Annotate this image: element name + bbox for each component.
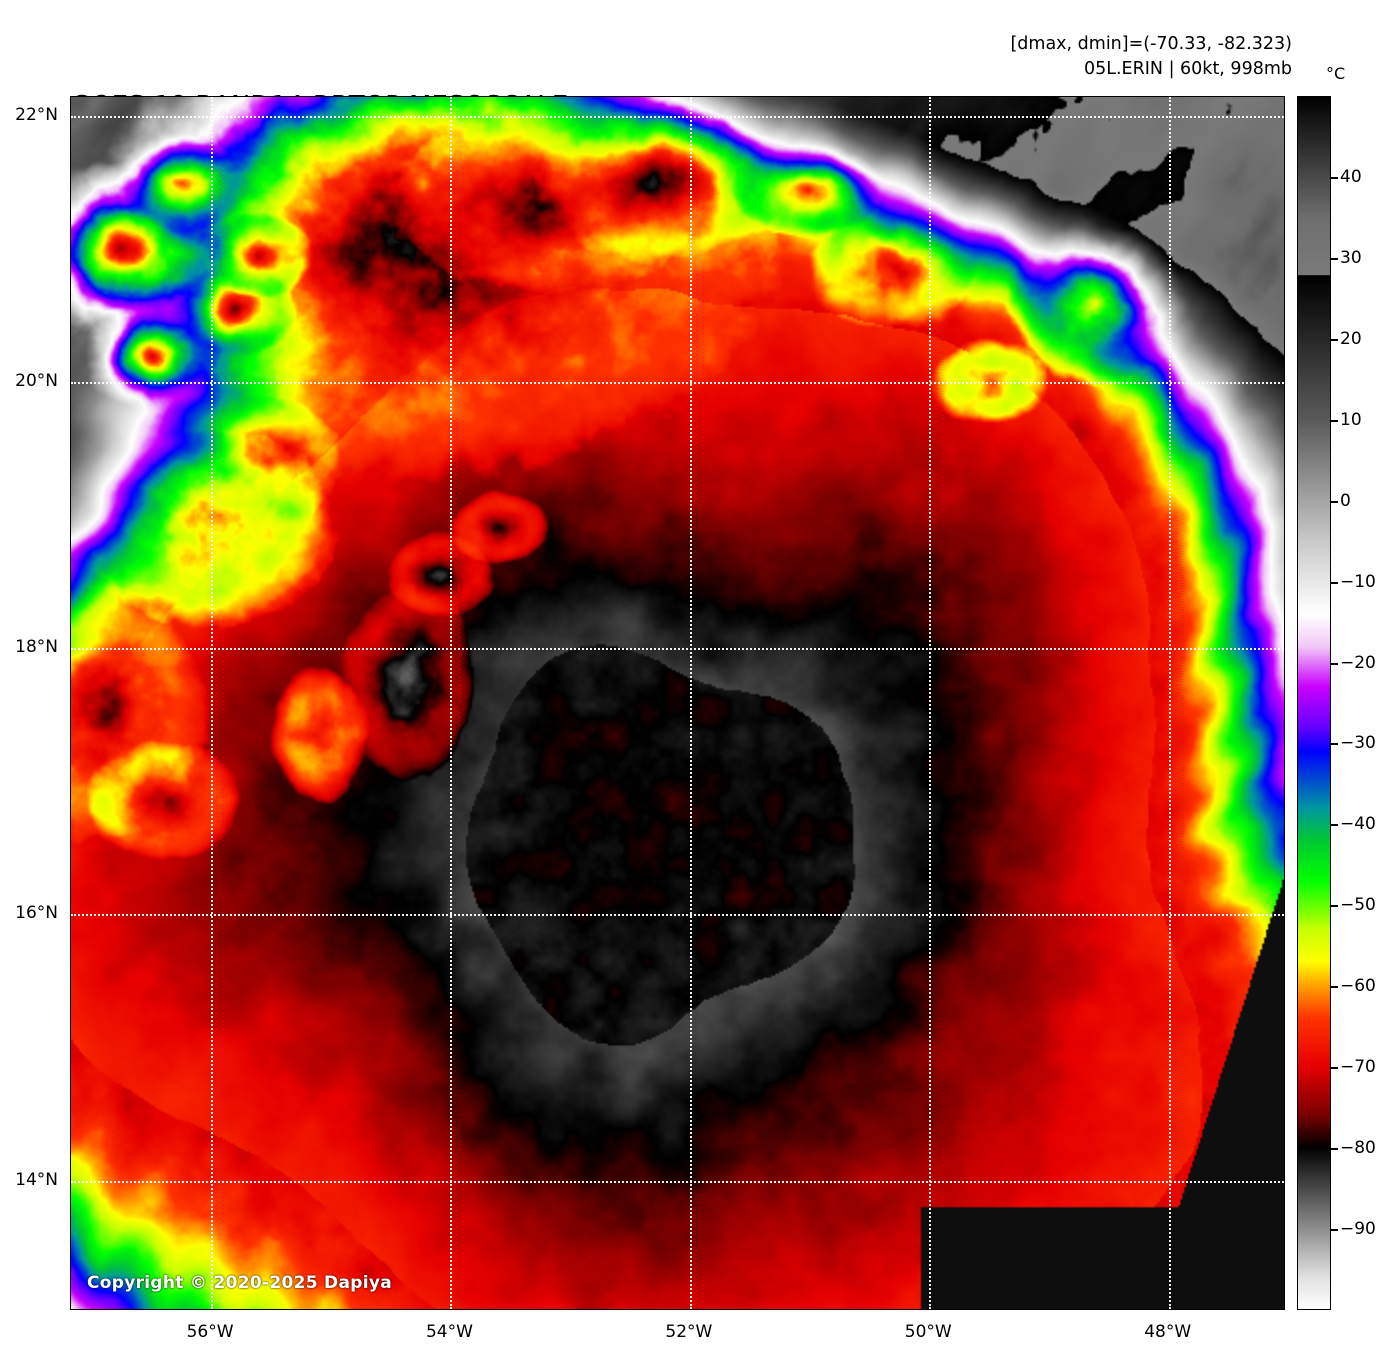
colorbar-unit-label: °C xyxy=(1326,64,1346,83)
colorbar-tick-label: −80 xyxy=(1340,1138,1376,1159)
gridline-lon xyxy=(689,97,692,1309)
colorbar-tick-label: 10 xyxy=(1340,409,1362,430)
colorbar-tick xyxy=(1331,1148,1338,1151)
colorbar-tick xyxy=(1331,500,1338,503)
gridline-lat xyxy=(71,115,1284,118)
gridline-lon xyxy=(1168,97,1171,1309)
colorbar-tick-label: −50 xyxy=(1340,895,1376,916)
colorbar[interactable] xyxy=(1297,96,1331,1310)
colorbar-tick xyxy=(1331,419,1338,422)
colorbar-tick xyxy=(1331,824,1338,827)
copyright-label: Copyright © 2020-2025 Dapiya xyxy=(87,1273,392,1293)
colorbar-tick xyxy=(1331,905,1338,908)
latitude-tick-label: 20°N xyxy=(15,370,58,391)
colorbar-gradient xyxy=(1298,97,1330,1309)
colorbar-tick xyxy=(1331,1067,1338,1070)
colorbar-tick-label: 30 xyxy=(1340,247,1362,268)
longitude-tick-label: 56°W xyxy=(186,1322,234,1342)
longitude-tick-label: 52°W xyxy=(665,1322,713,1342)
latitude-tick-label: 16°N xyxy=(15,903,58,924)
data-minmax-label: [dmax, dmin]=(-70.33, -82.323) xyxy=(1010,34,1292,54)
colorbar-tick-label: −60 xyxy=(1340,976,1376,997)
colorbar-tick-label: −40 xyxy=(1340,814,1376,835)
header-info-block: [dmax, dmin]=(-70.33, -82.323) 05L.ERIN … xyxy=(1010,32,1292,83)
latitude-tick-label: 14°N xyxy=(15,1169,58,1190)
colorbar-tick-label: 40 xyxy=(1340,166,1362,187)
latitude-tick-label: 22°N xyxy=(15,104,58,125)
colorbar-tick-label: 20 xyxy=(1340,328,1362,349)
colorbar-tick xyxy=(1331,176,1338,179)
colorbar-tick xyxy=(1331,662,1338,665)
colorbar-tick xyxy=(1331,743,1338,746)
gridline-lat xyxy=(71,914,1284,917)
gridline-lon xyxy=(450,97,453,1309)
colorbar-tick xyxy=(1331,338,1338,341)
latitude-tick-label: 18°N xyxy=(15,637,58,658)
colorbar-tick-label: 0 xyxy=(1340,490,1351,511)
gridline-lat xyxy=(71,381,1284,384)
satellite-imagery xyxy=(71,97,1284,1309)
longitude-tick-label: 54°W xyxy=(425,1322,473,1342)
colorbar-tick-label: −70 xyxy=(1340,1057,1376,1078)
colorbar-tick xyxy=(1331,257,1338,260)
colorbar-tick-label: −90 xyxy=(1340,1219,1376,1240)
colorbar-tick xyxy=(1331,1229,1338,1232)
longitude-tick-label: 50°W xyxy=(904,1322,952,1342)
gridline-lon xyxy=(211,97,214,1309)
longitude-tick-label: 48°W xyxy=(1144,1322,1192,1342)
storm-info-label: 05L.ERIN | 60kt, 998mb xyxy=(1083,59,1292,80)
gridline-lat xyxy=(71,648,1284,651)
colorbar-tick-label: −30 xyxy=(1340,733,1376,754)
colorbar-tick-label: −10 xyxy=(1340,571,1376,592)
colorbar-tick xyxy=(1331,986,1338,989)
colorbar-tick-label: −20 xyxy=(1340,652,1376,673)
gridline-lon xyxy=(929,97,932,1309)
colorbar-tick xyxy=(1331,581,1338,584)
gridline-lat xyxy=(71,1180,1284,1183)
satellite-plot-area[interactable]: Copyright © 2020-2025 Dapiya xyxy=(70,96,1285,1310)
